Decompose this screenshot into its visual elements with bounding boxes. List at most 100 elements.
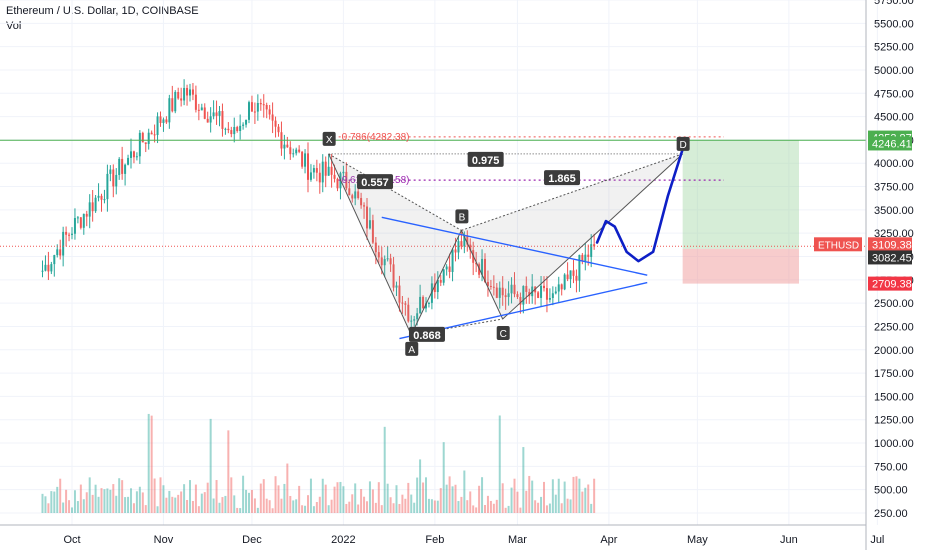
volume-bar bbox=[463, 470, 466, 513]
candle-body bbox=[584, 254, 587, 262]
candle-body bbox=[227, 128, 230, 131]
volume-bar bbox=[215, 480, 218, 513]
volume-bar bbox=[525, 490, 528, 513]
pattern-point-label: C bbox=[500, 329, 507, 340]
volume-bar bbox=[448, 476, 451, 513]
candle-body bbox=[307, 153, 309, 180]
candle-body bbox=[522, 285, 525, 305]
volume-bar bbox=[581, 491, 584, 513]
volume-bar bbox=[569, 499, 572, 513]
volume-bar bbox=[312, 506, 315, 513]
candle-body bbox=[212, 112, 215, 117]
candle-body bbox=[368, 220, 371, 229]
candle-body bbox=[439, 279, 442, 283]
candle-body bbox=[351, 195, 354, 199]
candle-body bbox=[419, 296, 422, 314]
candle-body bbox=[50, 264, 53, 272]
candle-body bbox=[147, 132, 150, 144]
candle-body bbox=[363, 205, 366, 207]
ratio-label-bg bbox=[408, 326, 445, 342]
volume-bar bbox=[153, 478, 156, 513]
volume-bar bbox=[53, 491, 56, 513]
time-tick-label: Jul bbox=[870, 534, 884, 546]
volume-bar bbox=[543, 481, 545, 513]
candle-body bbox=[130, 151, 132, 158]
volume-bar bbox=[513, 478, 516, 513]
candle-body bbox=[442, 269, 445, 283]
candle-body bbox=[191, 89, 194, 95]
pattern-point-c: C bbox=[496, 325, 510, 340]
upper-trendline bbox=[381, 216, 648, 276]
volume-bar bbox=[130, 488, 132, 513]
time-axis[interactable]: Oct Nov Dec 2022 Feb Mar Apr May Jun Jul bbox=[0, 524, 884, 546]
price-tick-label: 1750.00 bbox=[874, 368, 914, 380]
volume-bar bbox=[180, 491, 183, 513]
candle-body bbox=[150, 132, 153, 135]
candle-body bbox=[289, 147, 292, 155]
volume-bar bbox=[73, 490, 76, 513]
volume-bar bbox=[507, 505, 510, 513]
candle-body bbox=[236, 127, 239, 131]
candle-body bbox=[221, 111, 224, 129]
volume-bar bbox=[528, 475, 531, 513]
volume-bar bbox=[445, 484, 448, 513]
candle-body bbox=[127, 157, 130, 165]
candle-body bbox=[489, 285, 492, 287]
time-tick-label: Oct bbox=[63, 534, 80, 546]
time-tick-label: 2022 bbox=[331, 534, 355, 546]
volume-bar bbox=[156, 506, 159, 513]
candle-body bbox=[309, 172, 312, 180]
ratio-label-text: 1.865 bbox=[548, 173, 576, 185]
candle-body bbox=[445, 266, 448, 270]
volume-bar bbox=[41, 493, 44, 513]
price-tags: 4253.874246.41ETHUSD3109.3804:48:323082.… bbox=[814, 130, 912, 291]
price-tick-label: 2250.00 bbox=[874, 321, 914, 333]
candle-body bbox=[209, 116, 212, 123]
volume-bar bbox=[283, 483, 286, 513]
volume-bar bbox=[531, 480, 534, 513]
candle-body bbox=[283, 144, 286, 149]
volume-bar bbox=[380, 505, 383, 513]
candle-body bbox=[563, 274, 566, 290]
candle-body bbox=[82, 213, 85, 228]
ratio-label-bg bbox=[544, 170, 581, 186]
candle-body bbox=[88, 202, 91, 217]
candle-body bbox=[433, 283, 436, 293]
price-tick-label: 750.00 bbox=[874, 461, 908, 473]
volume-bar bbox=[501, 483, 504, 513]
stop-tag-bg bbox=[868, 276, 912, 291]
volume-bar bbox=[360, 489, 363, 513]
volume-bar bbox=[419, 459, 422, 513]
price-tick-label: 4000.00 bbox=[874, 158, 914, 170]
candle-body bbox=[312, 168, 315, 173]
candle-body bbox=[321, 161, 324, 183]
volume-bar bbox=[85, 492, 88, 513]
candle-body bbox=[330, 166, 333, 175]
candle-body bbox=[65, 231, 68, 235]
candle-body bbox=[398, 285, 401, 303]
volume-bar bbox=[339, 481, 342, 513]
volume-bar bbox=[377, 482, 380, 513]
candle-body bbox=[430, 283, 433, 303]
candle-body bbox=[513, 284, 516, 295]
volume-bar bbox=[168, 490, 171, 513]
price-tick-label: 4500.00 bbox=[874, 112, 914, 124]
candle-body bbox=[168, 98, 171, 123]
volume-bar bbox=[330, 499, 333, 513]
volume-bar bbox=[250, 489, 253, 513]
volume-bar bbox=[97, 496, 100, 513]
pattern-point-b: B bbox=[455, 209, 469, 224]
candle-body bbox=[200, 107, 203, 111]
volume-bar bbox=[333, 486, 336, 513]
candle-body bbox=[540, 285, 543, 298]
candle-body bbox=[510, 284, 513, 294]
volume-bar bbox=[200, 493, 203, 513]
price-axis[interactable]: 5750.00 5500.00 5250.00 5000.00 4750.00 4500.… bbox=[865, 0, 914, 550]
candle-body bbox=[94, 197, 97, 212]
volume-bar bbox=[516, 491, 519, 513]
candle-body bbox=[324, 161, 327, 176]
candle-body bbox=[560, 284, 563, 290]
symbol-tag-text: ETHUSD bbox=[818, 240, 859, 251]
candle-body bbox=[575, 275, 578, 281]
